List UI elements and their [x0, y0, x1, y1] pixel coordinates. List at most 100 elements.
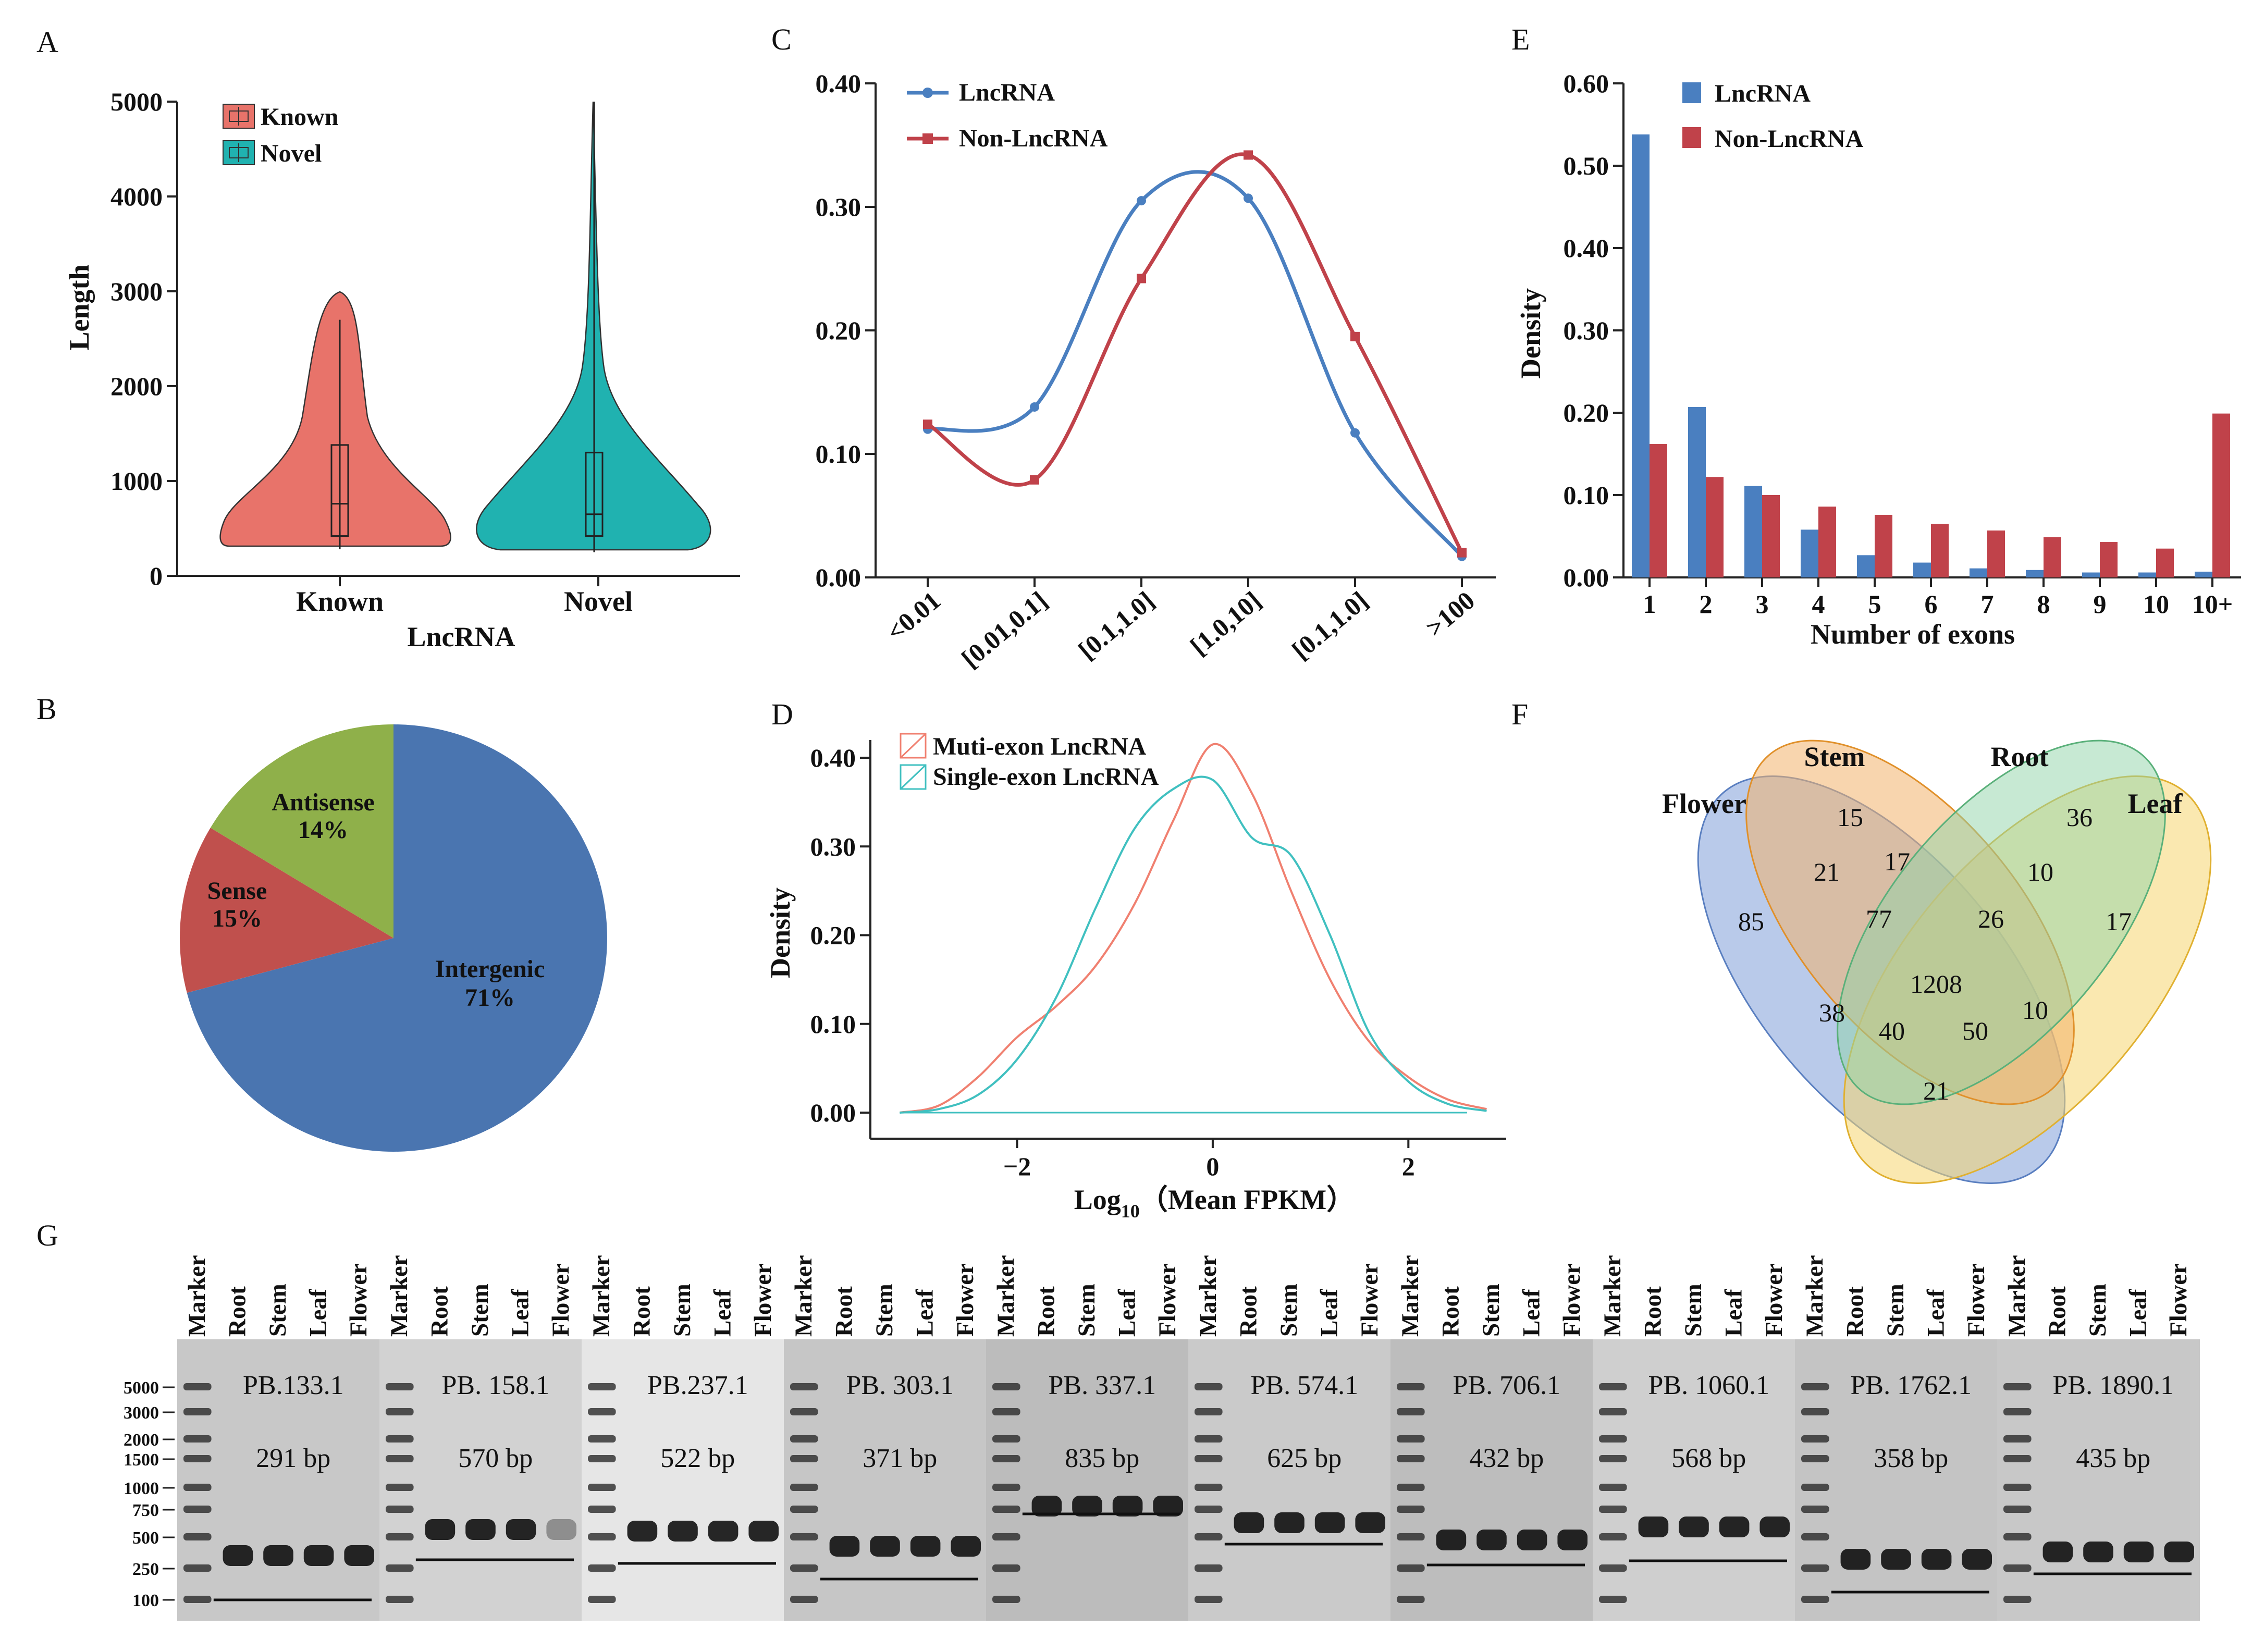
e-bar-non-lncrna [1987, 530, 2005, 577]
ladder-band [790, 1455, 818, 1462]
marker-size-label: 5000 [124, 1378, 159, 1398]
e-xtick-label: 10+ [2192, 589, 2233, 619]
e-ytick-label: 0.60 [1564, 69, 1609, 98]
e-bar-lncrna [1913, 562, 1931, 577]
c-xtick-label: <0.01 [881, 586, 946, 647]
ladder-band [2003, 1596, 2032, 1603]
sample-band [465, 1519, 496, 1540]
e-bar-lncrna [1857, 555, 1875, 577]
marker-size-label: 750 [132, 1501, 159, 1520]
ladder-band [2003, 1506, 2032, 1513]
gene-name: PB. 303.1 [846, 1371, 954, 1400]
ladder-band [1195, 1506, 1223, 1513]
e-bar-non-lncrna [1762, 495, 1780, 577]
venn-count: 21 [1814, 857, 1840, 886]
lane-label: Leaf [912, 1288, 939, 1337]
lane-label: Flower [345, 1263, 372, 1337]
venn-count: 26 [1978, 904, 2004, 933]
ladder-band [2003, 1408, 2032, 1415]
lane-label: Stem [2084, 1284, 2111, 1337]
gene-product-size: 835 bp [1065, 1444, 1139, 1473]
panel-f-venn-diagram: Flower Stem Root Leaf 15 36 85 17 21 17 10 77 26… [1662, 739, 2212, 1184]
gene-product-size: 291 bp [256, 1444, 330, 1473]
c-ytick-label: 0.00 [816, 563, 862, 592]
ladder-band [1801, 1596, 1829, 1603]
e-bar-lncrna [1970, 568, 1987, 577]
venn-label-root: Root [1991, 741, 2049, 772]
venn-count: 77 [1866, 904, 1892, 933]
ladder-band [790, 1533, 818, 1540]
sample-band [344, 1545, 374, 1566]
c-point-lncrna [1137, 196, 1146, 206]
c-legend-lncrna: LncRNA [959, 79, 1055, 106]
c-point-non-lncrna [923, 420, 932, 429]
ladder-band [386, 1484, 414, 1491]
sample-band [1962, 1549, 1992, 1570]
ladder-band [1195, 1564, 1223, 1572]
lane-label: Marker [1397, 1255, 1424, 1337]
gene-name: PB. 1060.1 [1648, 1371, 1769, 1400]
pie-pct-sense: 15% [212, 905, 262, 932]
e-xtick-label: 1 [1643, 589, 1656, 619]
marker-size-label: 2000 [124, 1431, 159, 1450]
lane-label: Leaf [1114, 1288, 1141, 1337]
d-x-axis-label: Log10（Mean FPKM） [1074, 1184, 1355, 1222]
lane-label: Root [224, 1286, 251, 1337]
pie-slice-sense [180, 808, 393, 995]
gene-name: PB. 337.1 [1048, 1371, 1156, 1400]
ladder-band [2003, 1383, 2032, 1390]
ladder-band [1801, 1506, 1829, 1513]
ladder-band [588, 1564, 616, 1572]
e-xtick-label: 9 [2094, 589, 2107, 619]
ladder-band [1599, 1408, 1627, 1415]
ladder-band [183, 1383, 212, 1390]
legend-label-known: Known [261, 103, 338, 131]
ladder-band [992, 1506, 1020, 1513]
venn-count: 85 [1738, 907, 1764, 936]
venn-count: 40 [1879, 1016, 1905, 1045]
ladder-band [1801, 1435, 1829, 1443]
gene-name: PB.133.1 [243, 1371, 344, 1400]
lane-label: Marker [183, 1255, 211, 1337]
sample-band [1153, 1496, 1183, 1517]
lane-label: Flower [2165, 1263, 2192, 1337]
a-x-axis-label: LncRNA [407, 621, 515, 652]
c-point-non-lncrna [1350, 331, 1360, 341]
sample-band [1476, 1530, 1507, 1550]
sample-band [951, 1536, 981, 1557]
ladder-band [183, 1533, 212, 1540]
e-bar-non-lncrna [1706, 477, 1724, 577]
sample-band [1840, 1549, 1871, 1570]
ladder-band [1801, 1408, 1829, 1415]
sample-band [1517, 1530, 1547, 1550]
gene-product-size: 522 bp [660, 1444, 735, 1473]
pie-label-antisense: Antisense [272, 788, 374, 816]
sample-band [1274, 1512, 1305, 1533]
marker-size-label: 1000 [124, 1479, 159, 1498]
lane-label: Stem [466, 1284, 494, 1337]
lane-label: Leaf [507, 1288, 534, 1337]
venn-label-stem: Stem [1804, 741, 1865, 772]
d-y-axis-label: Density [765, 887, 796, 978]
ladder-band [588, 1484, 616, 1491]
sample-band [1557, 1530, 1588, 1550]
e-ytick-label: 0.30 [1564, 316, 1609, 345]
ladder-band [1801, 1533, 1829, 1540]
lane-label: Leaf [1720, 1288, 1748, 1337]
sample-band [263, 1545, 293, 1566]
gene-name: PB. 158.1 [441, 1371, 549, 1400]
d-ytick-label: 0.00 [810, 1098, 856, 1127]
ladder-band [992, 1484, 1020, 1491]
sample-band [2123, 1542, 2154, 1562]
e-x-axis-label: Number of exons [1811, 619, 2015, 650]
c-point-lncrna [1244, 193, 1253, 203]
c-point-lncrna [1350, 428, 1360, 438]
c-xtick-label: [0.1,1.0] [1286, 586, 1373, 665]
e-bar-lncrna [2195, 571, 2212, 577]
d-xtick-label: 0 [1206, 1152, 1219, 1181]
d-xtick-label: 2 [1402, 1152, 1415, 1181]
lane-label: Marker [386, 1255, 413, 1337]
sample-band [1314, 1512, 1345, 1533]
venn-count: 17 [1884, 847, 1910, 876]
ladder-band [1801, 1455, 1829, 1462]
